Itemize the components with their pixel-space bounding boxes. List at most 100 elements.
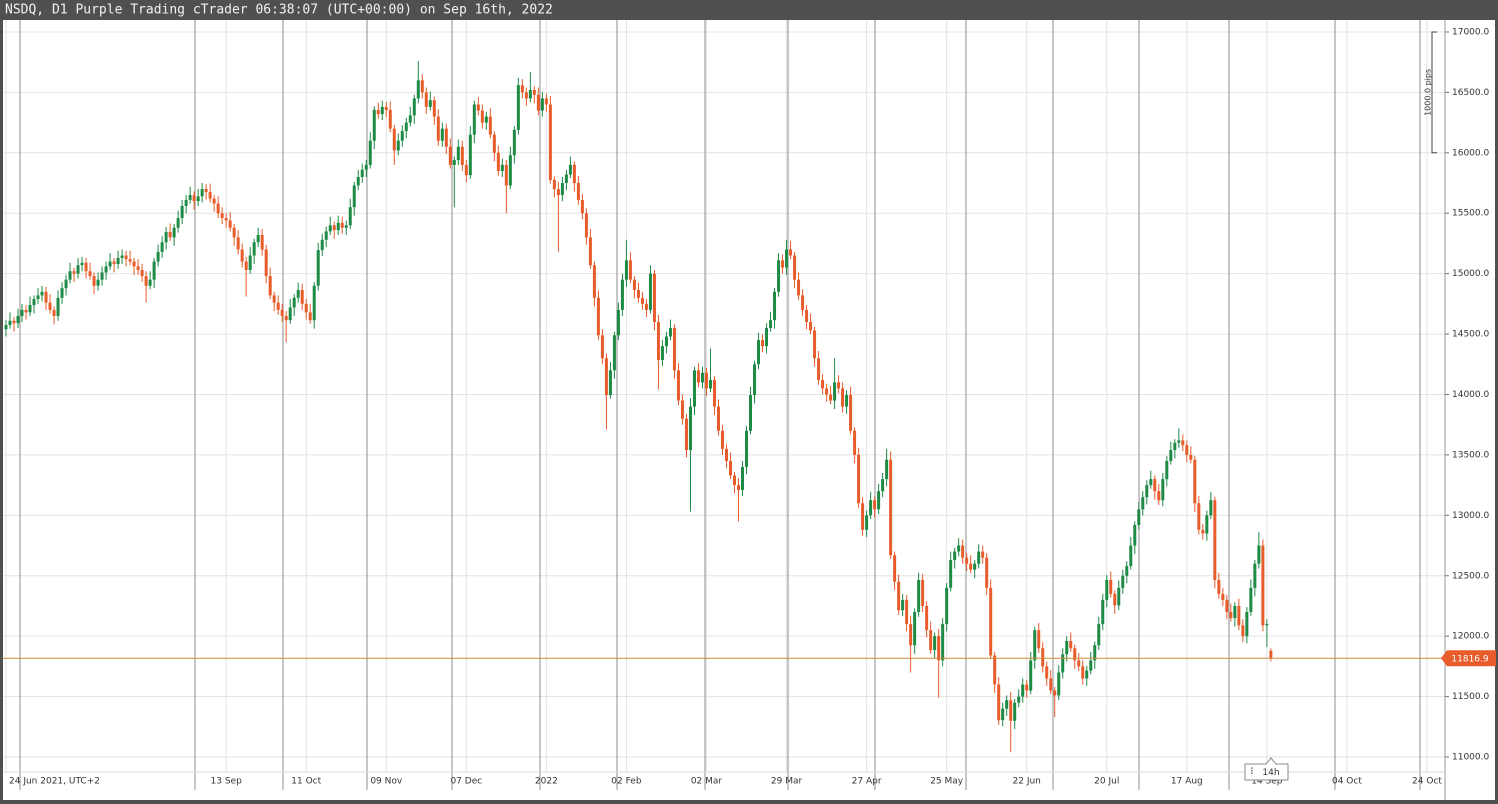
candle-body bbox=[396, 140, 400, 151]
candle-body bbox=[480, 110, 484, 123]
candle-body bbox=[688, 406, 692, 451]
candle-body bbox=[260, 234, 264, 250]
candle-body bbox=[1029, 660, 1033, 691]
candle-body bbox=[745, 430, 749, 467]
candle-body bbox=[781, 260, 785, 268]
candle-body bbox=[168, 231, 172, 238]
x-tick-label: 07 Dec bbox=[450, 777, 482, 787]
candle-body bbox=[300, 289, 304, 304]
candle-body bbox=[264, 249, 268, 277]
candle-body bbox=[921, 579, 925, 606]
candle-body bbox=[488, 116, 492, 135]
candle-body bbox=[468, 134, 472, 176]
candle-body bbox=[436, 116, 440, 141]
candle-body bbox=[773, 291, 777, 321]
candle-body bbox=[1133, 524, 1137, 546]
candle-body bbox=[1189, 454, 1193, 460]
candle-body bbox=[8, 320, 12, 326]
candle-body bbox=[1085, 670, 1089, 679]
candle-body bbox=[364, 164, 368, 170]
candle-body bbox=[320, 239, 324, 251]
candle-body bbox=[452, 160, 456, 165]
candle-body bbox=[1181, 440, 1185, 446]
candle-body bbox=[188, 195, 192, 200]
candle-body bbox=[805, 309, 809, 322]
candle-body bbox=[937, 636, 941, 661]
chart-area bbox=[3, 20, 1495, 800]
candle-body bbox=[1261, 545, 1265, 626]
candle-body bbox=[556, 189, 560, 196]
candle-body bbox=[981, 551, 985, 558]
candle-body bbox=[208, 192, 212, 199]
candle-body bbox=[36, 295, 40, 300]
candle-body bbox=[1081, 666, 1085, 679]
candle-body bbox=[604, 358, 608, 396]
candle-body bbox=[384, 106, 388, 110]
candle-body bbox=[176, 218, 180, 228]
candle-body bbox=[356, 176, 360, 186]
candle-body bbox=[1129, 545, 1133, 567]
candle-body bbox=[797, 279, 801, 296]
candle-body bbox=[893, 555, 897, 582]
candle-body bbox=[96, 279, 100, 286]
candle-body bbox=[288, 307, 292, 321]
candle-body bbox=[933, 636, 937, 651]
candle-body bbox=[909, 624, 913, 646]
candle-body bbox=[1117, 587, 1121, 606]
candle-body bbox=[708, 379, 712, 389]
candle-body bbox=[1057, 672, 1061, 696]
candle-body bbox=[400, 131, 404, 141]
candle-body bbox=[1137, 509, 1141, 525]
candle-body bbox=[716, 406, 720, 431]
candle-body bbox=[729, 460, 733, 476]
x-tick-label: 24 Oct bbox=[1412, 777, 1442, 787]
candle-body bbox=[192, 195, 196, 202]
candle-body bbox=[1069, 641, 1073, 649]
candle-body bbox=[456, 146, 460, 161]
candle-body bbox=[873, 500, 877, 510]
candle-body bbox=[672, 328, 676, 371]
candle-body bbox=[993, 655, 997, 685]
candle-body bbox=[692, 370, 696, 407]
candle-body bbox=[861, 503, 865, 530]
x-tick-label: 02 Mar bbox=[691, 777, 723, 787]
candle-body bbox=[777, 260, 781, 292]
candle-body bbox=[1157, 491, 1161, 501]
y-tick-label: 16000.0 bbox=[1452, 148, 1489, 158]
candle-body bbox=[801, 295, 805, 310]
candle-body bbox=[224, 218, 228, 221]
y-tick-label: 14500.0 bbox=[1452, 330, 1489, 340]
candle-body bbox=[1165, 460, 1169, 480]
candle-body bbox=[276, 302, 280, 310]
candle-body bbox=[1049, 678, 1053, 691]
candle-body bbox=[492, 134, 496, 153]
y-tick-label: 11000.0 bbox=[1452, 753, 1489, 763]
candle-body bbox=[280, 309, 284, 316]
candle-body bbox=[48, 302, 52, 310]
x-tick-label: 17 Aug bbox=[1171, 777, 1203, 787]
candle-body bbox=[256, 234, 260, 243]
candle-body bbox=[741, 466, 745, 490]
y-tick-label: 12000.0 bbox=[1452, 632, 1489, 642]
candle-body bbox=[616, 309, 620, 336]
candle-body bbox=[564, 174, 568, 184]
candle-body bbox=[769, 320, 773, 329]
candle-body bbox=[889, 459, 893, 556]
x-tick-label: 02 Feb bbox=[611, 777, 642, 787]
candle-body bbox=[116, 257, 120, 264]
candle-body bbox=[644, 303, 648, 310]
candle-body bbox=[272, 295, 276, 303]
candle-body bbox=[817, 358, 821, 380]
candle-body bbox=[1225, 599, 1229, 613]
y-tick-label: 12500.0 bbox=[1452, 571, 1489, 581]
candle-body bbox=[1141, 497, 1145, 510]
candle-body bbox=[1093, 645, 1097, 661]
candle-body bbox=[965, 557, 969, 564]
candle-body bbox=[941, 624, 945, 661]
candle-body bbox=[849, 395, 853, 431]
candle-body bbox=[576, 183, 580, 200]
candle-body bbox=[172, 227, 176, 238]
candle-body bbox=[961, 545, 965, 558]
candle-body bbox=[1185, 445, 1189, 455]
